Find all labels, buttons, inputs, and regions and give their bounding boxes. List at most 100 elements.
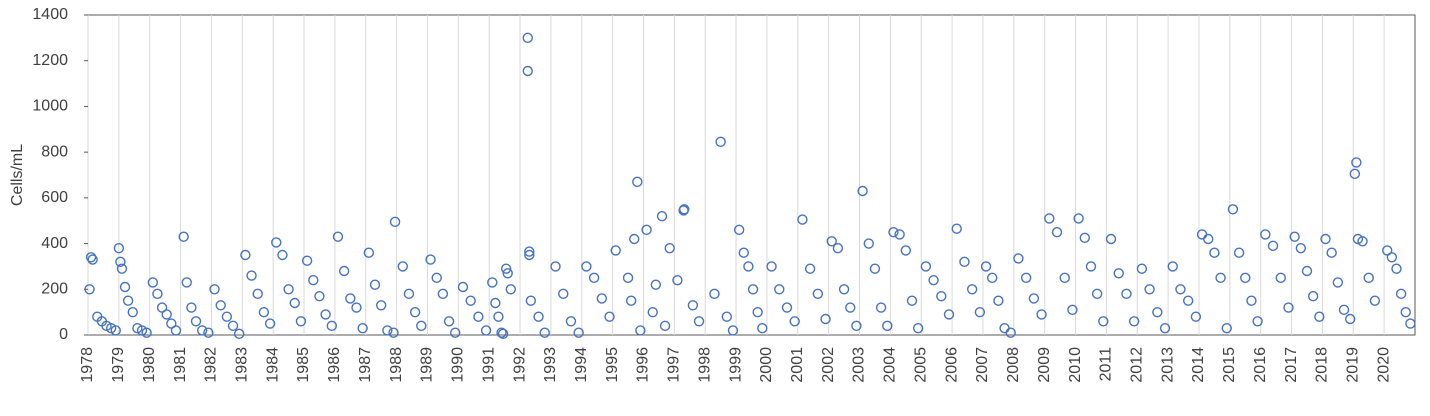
y-tick-label: 200 [41,281,68,298]
x-tick-label: 1979 [110,347,127,383]
data-point [122,295,134,306]
data-point [308,274,319,286]
data-point [1105,233,1117,245]
data-point [709,288,720,300]
data-point [465,295,476,306]
data-point [1028,293,1040,304]
data-point [928,274,939,286]
data-point [1395,288,1407,300]
data-point [1289,231,1300,242]
data-point [588,272,600,284]
data-point [1159,322,1171,334]
data-point [1391,263,1402,274]
data-point [1059,272,1070,284]
x-tick-label: 1994 [573,347,590,383]
data-point [1091,288,1103,300]
data-point [951,223,962,234]
data-point [1301,265,1313,277]
data-point [85,252,97,263]
x-tick-label: 1980 [141,347,158,383]
data-point [906,295,918,306]
data-point [147,277,159,288]
data-point [1227,204,1239,215]
data-point [974,306,986,318]
data-point [604,311,615,322]
data-point [789,316,800,327]
x-tick-label: 2006 [943,347,960,383]
data-point [936,290,947,302]
data-point [196,325,208,336]
data-point [152,288,163,300]
x-tick-label: 2019 [1344,347,1361,383]
data-point [888,226,899,238]
data-point [999,322,1010,334]
data-point [625,295,637,306]
x-tick-label: 1997 [666,347,683,383]
data-point [622,272,634,284]
data-point [539,327,550,338]
data-point [581,261,592,272]
data-point [116,263,128,274]
data-point [450,327,461,338]
data-point [443,316,455,327]
data-point [993,295,1004,306]
data-point [505,284,516,295]
data-point [1369,295,1381,306]
data-point [369,279,381,290]
y-tick-label: 600 [41,189,68,206]
data-point [1144,284,1155,295]
data-point [558,288,569,300]
x-tick-label: 2012 [1128,347,1145,383]
x-tick-label: 1986 [326,347,343,383]
data-point [832,242,844,254]
data-point [812,288,824,300]
data-point [596,293,608,304]
data-point [632,176,643,188]
data-point [1344,313,1356,325]
data-point [295,316,307,327]
x-tick-label: 2014 [1190,347,1207,383]
data-point [1283,302,1294,313]
x-tick-label: 1984 [264,347,281,383]
x-tick-label: 2010 [1067,347,1084,383]
data-point [271,237,282,248]
data-point [635,325,646,336]
data-point [804,263,816,274]
data-point [209,284,220,295]
x-tick-label: 2000 [758,347,775,383]
data-point [264,318,276,329]
data-point [215,300,226,311]
x-tick-label: 1983 [234,347,251,383]
data-point [127,306,138,318]
data-point [221,311,233,322]
data-point [1338,304,1350,316]
data-point [190,316,202,327]
data-point [727,325,739,336]
y-tick-label: 1000 [32,98,68,115]
x-tick-label: 1999 [727,347,744,383]
x-tick-label: 2008 [1005,347,1022,383]
data-point [1320,233,1331,245]
data-point [416,320,427,332]
data-point [487,277,498,288]
data-point [1240,272,1251,284]
data-point [875,302,887,313]
data-point [1190,311,1202,322]
x-tick-label: 1981 [172,347,189,383]
data-point [838,284,850,295]
data-point [845,302,856,313]
data-point [375,300,387,311]
data-point [743,261,754,272]
x-tick-label: 1992 [511,347,528,383]
data-point [338,265,350,277]
x-tick-label: 1995 [604,347,621,383]
x-tick-label: 1982 [203,347,220,383]
x-tick-label: 1993 [542,347,559,383]
data-point [1098,316,1109,327]
y-tick-label: 1400 [32,6,68,23]
data-point [524,249,535,261]
data-point [181,277,192,288]
data-point [345,293,356,304]
data-point [664,242,675,254]
plot-frame [87,14,1416,336]
